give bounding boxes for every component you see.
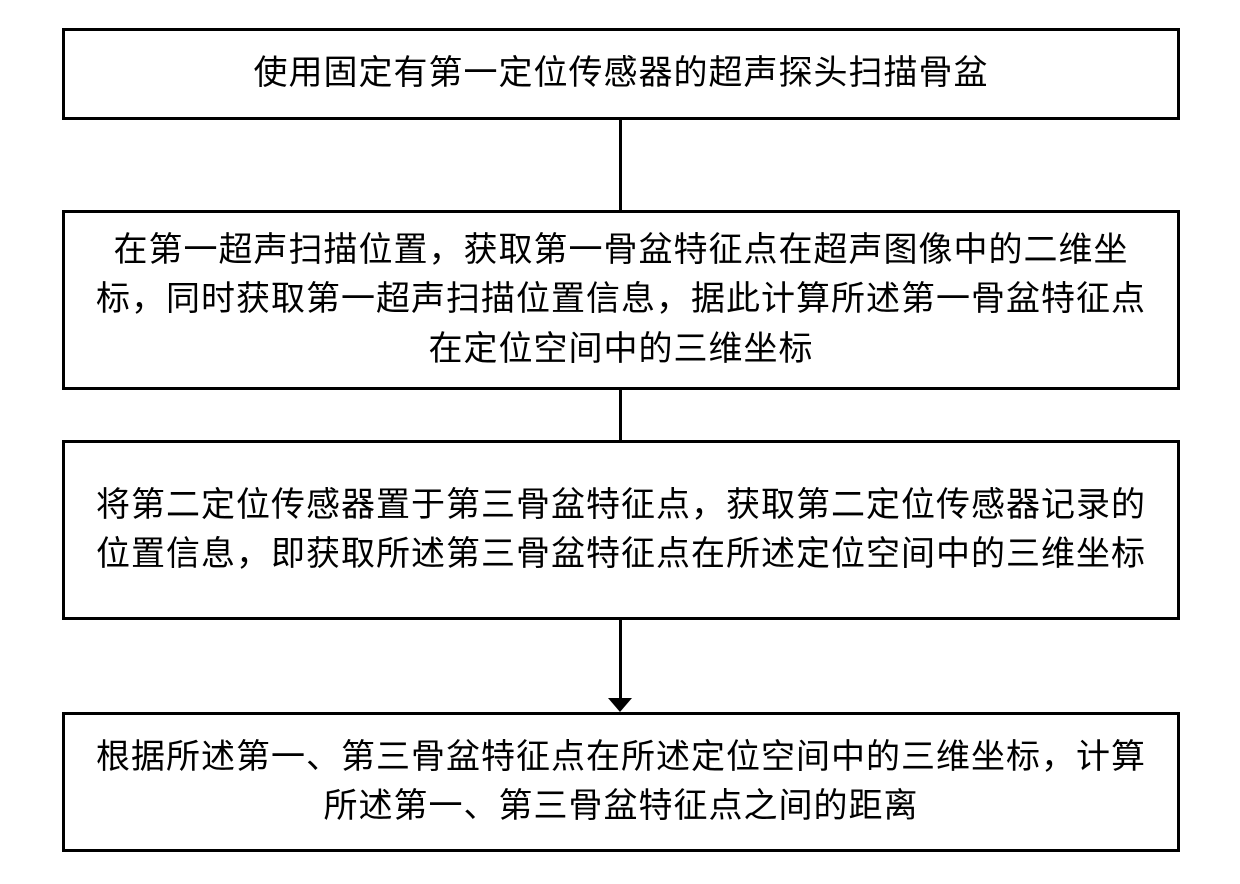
flow-step-3-text: 将第二定位传感器置于第三骨盆特征点，获取第二定位传感器记录的位置信息，即获取所述…	[85, 481, 1157, 580]
connector-3-4	[619, 620, 622, 700]
flow-step-2: 在第一超声扫描位置，获取第一骨盆特征点在超声图像中的二维坐标，同时获取第一超声扫…	[62, 210, 1180, 390]
flow-step-4-text: 根据所述第一、第三骨盆特征点在所述定位空间中的三维坐标，计算所述第一、第三骨盆特…	[85, 733, 1157, 832]
arrowhead-icon	[608, 698, 632, 712]
flow-step-4: 根据所述第一、第三骨盆特征点在所述定位空间中的三维坐标，计算所述第一、第三骨盆特…	[62, 712, 1180, 852]
flowchart-canvas: 使用固定有第一定位传感器的超声探头扫描骨盆 在第一超声扫描位置，获取第一骨盆特征…	[0, 0, 1240, 884]
flow-step-1-text: 使用固定有第一定位传感器的超声探头扫描骨盆	[254, 49, 989, 98]
connector-1-2	[619, 120, 622, 210]
connector-2-3	[619, 390, 622, 440]
flow-step-3: 将第二定位传感器置于第三骨盆特征点，获取第二定位传感器记录的位置信息，即获取所述…	[62, 440, 1180, 620]
flow-step-1: 使用固定有第一定位传感器的超声探头扫描骨盆	[62, 28, 1180, 120]
flow-step-2-text: 在第一超声扫描位置，获取第一骨盆特征点在超声图像中的二维坐标，同时获取第一超声扫…	[85, 226, 1157, 374]
